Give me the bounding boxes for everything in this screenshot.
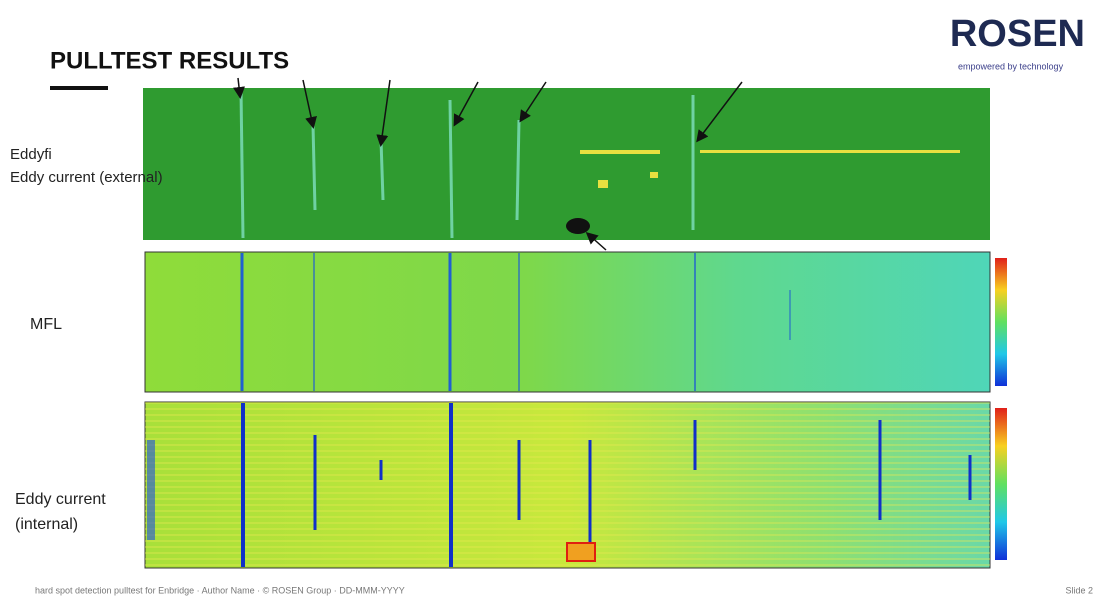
external-scan: [143, 78, 990, 250]
scan-stripe: [241, 90, 243, 238]
slide-title: PULLTEST RESULTS: [50, 47, 289, 74]
footer-text: hard spot detection pulltest for Enbridg…: [35, 585, 405, 595]
mfl-scan: [145, 252, 1007, 392]
color-bar: [995, 258, 1007, 386]
slide-number: Slide 2: [1065, 585, 1093, 595]
title-underline: [50, 86, 108, 90]
scan-stripe: [450, 100, 452, 238]
panel-label: MFL: [30, 316, 62, 333]
scan-stripe: [381, 140, 383, 200]
scan-image: [143, 88, 990, 240]
logo-tagline: empowered by technology: [958, 61, 1064, 71]
slide: PULLTEST RESULTS ROSEN empowered by tech…: [0, 0, 1097, 606]
panel-label: Eddy current: [15, 491, 106, 508]
internal-scan: [145, 402, 1007, 568]
panel-label: Eddy current (external): [10, 169, 163, 186]
scan-spot: [700, 150, 960, 153]
color-bar: [995, 408, 1007, 560]
hard-spot-box: [567, 543, 595, 561]
scan-spot: [598, 180, 608, 188]
scan-spot: [580, 150, 660, 154]
scan-stripe: [313, 125, 315, 210]
panel-label: (internal): [15, 516, 78, 533]
blob-marker: [566, 218, 590, 234]
logo: ROSEN: [950, 13, 1085, 55]
scan-image: [145, 252, 990, 392]
scan-edge: [147, 440, 155, 540]
scan-stripe: [517, 120, 519, 220]
panel-label: Eddyfi: [10, 146, 52, 163]
scan-spot: [650, 172, 658, 178]
